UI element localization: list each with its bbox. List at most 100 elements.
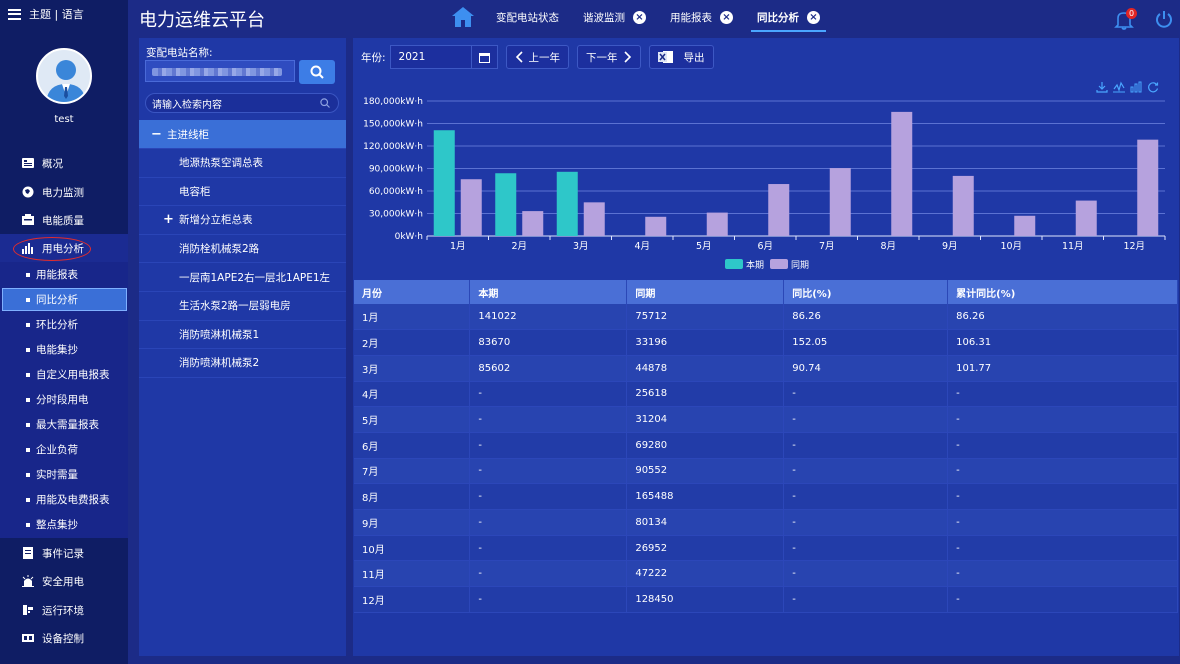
station-search-button[interactable]	[299, 60, 335, 84]
bar	[556, 171, 578, 236]
bullet-icon	[26, 347, 30, 352]
table-cell: 101.77	[947, 355, 1178, 382]
sub-nav-item[interactable]: 企业负荷	[0, 437, 128, 462]
column-header[interactable]: 同期	[626, 280, 785, 304]
bar	[1075, 200, 1097, 236]
tree-item-label: 消防喷淋机械泵1	[179, 328, 260, 341]
year-value: 2021	[398, 51, 426, 63]
sub-nav-item[interactable]: 自定义用电报表	[0, 362, 128, 387]
globe-icon	[22, 186, 34, 198]
bar-chart-icon[interactable]	[1130, 81, 1142, 93]
table-cell: -	[947, 381, 1178, 408]
tree-item[interactable]: 消防喷淋机械泵2	[139, 349, 346, 378]
line-chart-icon[interactable]	[1113, 81, 1125, 93]
sub-nav-label: 分时段用电	[36, 394, 89, 406]
nav-item-device-control[interactable]: 设备控制	[0, 624, 128, 652]
station-select[interactable]	[145, 60, 295, 82]
tree-item[interactable]: + 新增分立柜总表	[139, 206, 346, 235]
column-header[interactable]: 月份	[354, 280, 471, 304]
sub-nav-item[interactable]: 电能集抄	[0, 337, 128, 362]
expand-icon[interactable]: +	[163, 212, 174, 228]
table-cell: -	[469, 560, 628, 588]
x-tick-label: 6月	[757, 241, 773, 252]
tree-item[interactable]: 生活水泵2路一层弱电房	[139, 292, 346, 321]
tree-item-label: 主进线柜	[167, 128, 209, 141]
nav-item-power-quality[interactable]: 电能质量	[0, 206, 128, 234]
refresh-icon[interactable]	[1147, 81, 1159, 93]
nav-item-safe-power[interactable]: 安全用电	[0, 567, 128, 595]
next-year-button[interactable]: 下一年	[577, 45, 641, 69]
tab-yoy-analysis[interactable]: 同比分析 ×	[745, 0, 832, 34]
sub-nav-item[interactable]: 用能及电费报表	[0, 487, 128, 512]
nav-top-bar[interactable]: 主题 | 语言	[0, 0, 128, 28]
table-cell: 8月	[354, 483, 471, 510]
collapse-icon[interactable]: −	[151, 126, 162, 142]
menu-icon[interactable]	[8, 8, 21, 20]
x-tick-label: 7月	[819, 241, 835, 252]
table-cell: -	[947, 509, 1178, 536]
tree-search-input[interactable]: 请输入检索内容	[145, 93, 339, 113]
tree-item[interactable]: 一层南1APE2右一层北1APE1左	[139, 263, 346, 292]
tree-item[interactable]: 消防喷淋机械泵1	[139, 320, 346, 350]
tree-item[interactable]: − 主进线柜	[139, 120, 346, 149]
excel-icon	[657, 51, 673, 63]
tree-item[interactable]: 消防栓机械泵2路	[139, 234, 346, 264]
column-header[interactable]: 本期	[469, 280, 628, 304]
x-tick-label: 8月	[880, 241, 896, 252]
bar	[645, 216, 667, 236]
alarm-icon	[22, 575, 34, 587]
table-header-row: 月份 本期 同期 同比(%) 累计同比(%)	[354, 280, 1178, 304]
bullet-icon	[26, 447, 30, 452]
tree-item[interactable]: 地源热泵空调总表	[139, 149, 346, 178]
tab-station-status[interactable]: 变配电站状态	[484, 0, 571, 34]
close-icon[interactable]: ×	[720, 10, 733, 24]
table-cell: -	[783, 586, 949, 613]
export-button[interactable]: 导出	[648, 45, 714, 69]
close-icon[interactable]: ×	[633, 10, 646, 24]
bar	[829, 168, 851, 236]
bar	[952, 175, 974, 236]
table-row: 3月 85602 44878 90.74 101.77	[354, 355, 1178, 382]
search-icon	[310, 65, 324, 79]
power-icon[interactable]	[1155, 10, 1173, 28]
environment-icon	[23, 605, 33, 615]
device-icon	[22, 634, 34, 642]
nav-item-power-monitor[interactable]: 电力监测	[0, 178, 128, 206]
sub-nav-item[interactable]: 环比分析	[0, 312, 128, 337]
bar	[1137, 139, 1159, 236]
tree-item[interactable]: 电容柜	[139, 177, 346, 207]
close-icon[interactable]: ×	[807, 10, 820, 24]
table-cell: -	[783, 560, 949, 588]
column-header[interactable]: 累计同比(%)	[947, 280, 1178, 304]
sub-nav-item[interactable]: 整点集抄	[0, 512, 128, 537]
prev-year-button[interactable]: 上一年	[505, 45, 570, 69]
legend-swatch	[770, 259, 788, 269]
tab-label: 谐波监测	[583, 11, 625, 24]
year-input[interactable]: 2021	[389, 45, 498, 69]
x-tick-label: 1月	[450, 241, 466, 252]
app-title: 电力运维云平台	[139, 10, 265, 31]
nav-item-event-log[interactable]: 事件记录	[0, 539, 128, 567]
tab-harmonic-monitor[interactable]: 谐波监测 ×	[571, 0, 658, 34]
sub-nav-item[interactable]: 分时段用电	[0, 387, 128, 412]
station-name-blurred	[152, 68, 282, 76]
download-icon[interactable]	[1096, 81, 1108, 93]
table-cell: -	[947, 406, 1178, 433]
search-icon	[320, 98, 330, 108]
sub-nav-item[interactable]: 同比分析	[0, 287, 128, 312]
calendar-icon[interactable]	[470, 46, 497, 68]
column-header[interactable]: 同比(%)	[783, 280, 949, 304]
notification-badge: 0	[1126, 8, 1137, 19]
table-cell: -	[947, 432, 1178, 459]
theme-language-label[interactable]: 主题 | 语言	[29, 8, 84, 21]
sub-nav-item[interactable]: 实时需量	[0, 462, 128, 487]
sub-nav-item[interactable]: 最大需量报表	[0, 412, 128, 437]
nav-item-environment[interactable]: 运行环境	[0, 596, 128, 624]
nav-item-overview[interactable]: 概况	[0, 149, 128, 177]
sub-nav-item[interactable]: 用能报表	[0, 262, 128, 287]
tab-energy-report[interactable]: 用能报表 ×	[658, 0, 745, 34]
home-icon[interactable]	[450, 0, 476, 34]
table-cell: -	[947, 535, 1178, 562]
sub-nav-label: 同比分析	[36, 294, 78, 306]
table-row: 11月 -47222- -	[354, 560, 1178, 588]
